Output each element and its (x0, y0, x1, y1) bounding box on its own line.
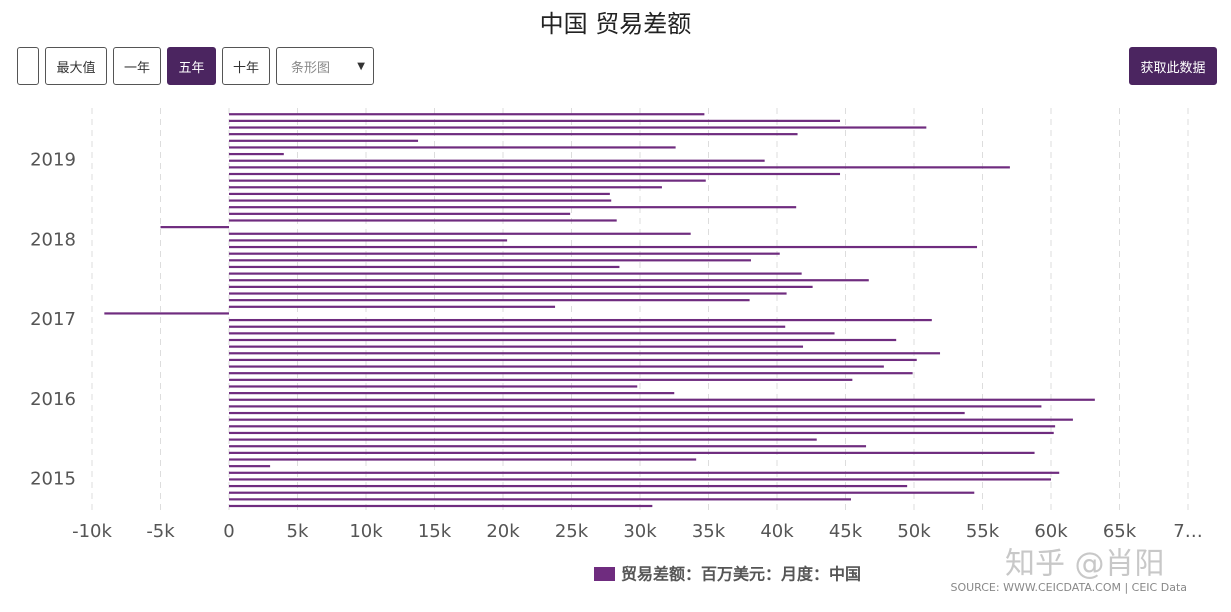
bar (229, 332, 835, 335)
bar (229, 358, 917, 362)
title: 中国 贸易差额 (539, 10, 692, 38)
bar (229, 345, 804, 348)
bar (229, 113, 705, 116)
x-tick-label: -5k (146, 521, 175, 542)
x-tick-label: 40k (760, 521, 794, 542)
bar (229, 212, 571, 215)
legend-label: 贸易差额：百万美元：月度：中国 (621, 565, 861, 584)
range-button[interactable]: 五年 (167, 47, 216, 85)
bar (229, 252, 780, 255)
y-tick-label: 2019 (30, 150, 76, 171)
bar (229, 272, 802, 275)
bar (229, 152, 284, 156)
bar (229, 338, 897, 342)
range-button[interactable]: 最大值 (45, 47, 107, 85)
bar (229, 192, 610, 196)
bar (229, 139, 419, 142)
x-tick-label: 35k (692, 521, 726, 542)
bar (229, 451, 1035, 454)
select-label: 条形图 (291, 60, 331, 76)
bar (229, 119, 841, 122)
bar (229, 392, 675, 395)
bar (229, 418, 1073, 421)
bar (229, 206, 797, 209)
bar (104, 312, 229, 315)
y-tick-label: 2015 (30, 468, 76, 489)
bar (229, 385, 638, 388)
empty-button[interactable] (17, 47, 39, 85)
source: SOURCE: WWW.CEICDATA.COM | CEIC Data (950, 581, 1187, 594)
x-tick-label: 30k (623, 521, 657, 542)
x-tick-label: 25k (555, 521, 589, 542)
x-tick-label: 0 (223, 521, 234, 542)
bar (229, 352, 941, 355)
bar (229, 465, 271, 468)
bar (229, 491, 975, 494)
bar (229, 172, 841, 176)
bar (229, 239, 508, 242)
bar (229, 458, 697, 461)
x-tick-label: 5k (287, 521, 309, 542)
bar (229, 245, 978, 249)
bar (229, 484, 908, 488)
bar (229, 126, 927, 129)
bar (229, 232, 691, 235)
bar (229, 378, 853, 381)
bar (229, 365, 884, 368)
bar (229, 471, 1060, 474)
bar (229, 219, 617, 222)
x-tick-label: 60k (1034, 521, 1068, 542)
bar (229, 166, 1010, 169)
x-tick-label: 7… (1173, 521, 1202, 542)
bar (229, 259, 751, 262)
x-tick-label: -10k (72, 521, 112, 542)
download-button[interactable]: 获取此数据 (1129, 47, 1217, 85)
bar (229, 186, 662, 189)
y-tick-label: 2017 (30, 309, 76, 330)
x-tick-label: 45k (829, 521, 863, 542)
select-arrow: ▼ (357, 60, 365, 72)
y-tick-label: 2018 (30, 229, 76, 250)
bar (229, 305, 556, 308)
bar (229, 425, 1056, 428)
bar (229, 445, 867, 448)
legend-swatch (594, 567, 615, 581)
bar (229, 265, 620, 269)
y-tick-label: 2016 (30, 389, 76, 410)
bar (229, 372, 913, 375)
bar (229, 325, 786, 328)
x-tick-label: 20k (486, 521, 520, 542)
bar (229, 405, 1042, 408)
x-tick-label: 65k (1103, 521, 1137, 542)
bar (229, 292, 787, 295)
bar (229, 398, 1095, 401)
x-tick-label: 15k (418, 521, 452, 542)
bar (229, 431, 1054, 435)
bar (229, 159, 765, 162)
bar (229, 411, 965, 415)
x-tick-label: 55k (966, 521, 1000, 542)
range-button[interactable]: 十年 (222, 47, 270, 85)
chart-type-select[interactable]: 条形图 ▼ (276, 47, 374, 85)
bar (229, 318, 932, 322)
bar (229, 133, 798, 136)
bar (229, 199, 612, 202)
bar (229, 504, 653, 508)
bar (229, 438, 817, 441)
x-tick-label: 10k (349, 521, 383, 542)
x-tick-label: 50k (897, 521, 931, 542)
bar (160, 226, 229, 229)
watermark: 知乎 @肖阳 (1005, 547, 1165, 582)
bar (229, 179, 706, 182)
bar (229, 299, 750, 302)
bar (229, 285, 813, 288)
bar (229, 478, 1051, 481)
range-button[interactable]: 一年 (113, 47, 161, 85)
bar (229, 498, 851, 501)
bar (229, 146, 676, 149)
bar (229, 279, 869, 282)
